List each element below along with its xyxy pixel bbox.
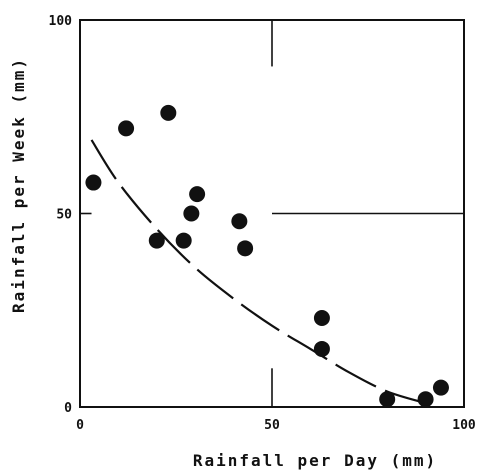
data-point-0 [85, 174, 102, 191]
reference-lines [80, 20, 464, 407]
x-tick-label-50: 50 [264, 418, 280, 433]
data-point-13 [432, 379, 449, 396]
data-point-11 [379, 391, 396, 408]
y-tick-label-50: 50 [56, 208, 72, 223]
data-points [85, 104, 449, 408]
x-tick-label-100: 100 [452, 418, 476, 433]
y-axis-ticks: 0 50 100 [49, 14, 73, 416]
y-tick-label-0: 0 [64, 401, 72, 416]
data-point-7 [231, 213, 248, 230]
y-axis-label: Rainfall per Week (mm) [9, 57, 28, 313]
data-point-1 [118, 120, 135, 137]
x-axis-label: Rainfall per Day (mm) [193, 451, 437, 470]
data-point-4 [175, 232, 192, 249]
data-point-8 [237, 240, 254, 257]
data-point-9 [313, 309, 330, 326]
data-point-2 [160, 104, 177, 121]
y-tick-label-100: 100 [49, 14, 73, 29]
data-point-6 [189, 186, 206, 203]
data-point-5 [183, 205, 200, 222]
x-tick-label-0: 0 [76, 418, 84, 433]
data-point-12 [417, 391, 434, 408]
x-axis-ticks: 0 50 100 [76, 418, 476, 433]
data-point-3 [148, 232, 165, 249]
data-point-10 [313, 340, 330, 357]
fit-curve [90, 139, 426, 405]
